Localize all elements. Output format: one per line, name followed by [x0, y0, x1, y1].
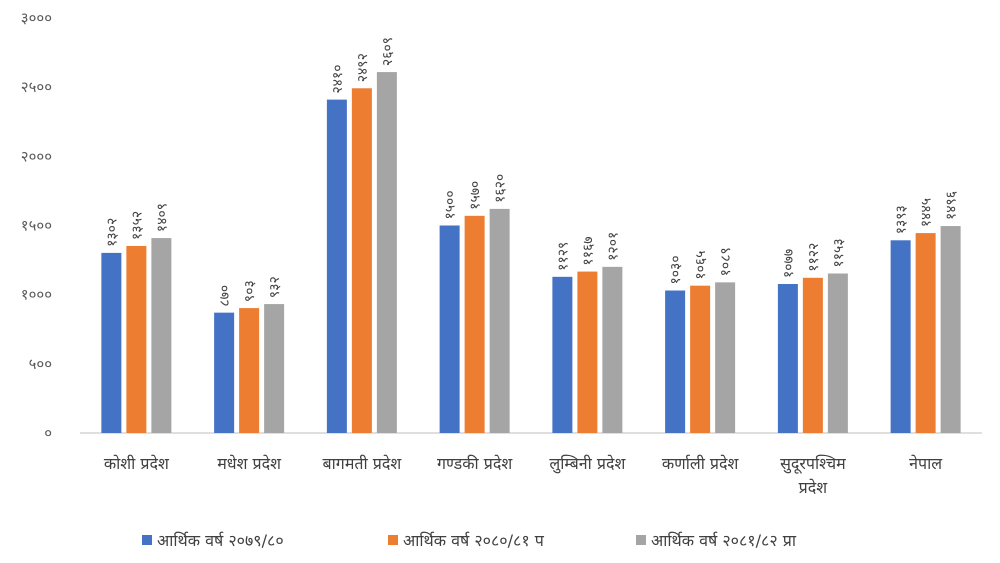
data-label: १५७० [468, 181, 484, 210]
y-tick-label: १५०० [21, 217, 52, 235]
data-label: १६२० [493, 174, 509, 203]
bar [376, 72, 397, 434]
data-label: ९०३ [242, 280, 258, 302]
bar [264, 304, 285, 433]
bar [489, 208, 510, 433]
bar [777, 284, 798, 433]
legend-label: आर्थिक वर्ष २०७९/८० [157, 531, 284, 550]
data-label: ११२२ [806, 243, 822, 272]
data-label: १२०१ [605, 232, 621, 261]
data-label: २४१० [330, 64, 346, 93]
bar [126, 245, 147, 433]
data-label: ८७० [217, 285, 233, 307]
bar [151, 238, 172, 433]
x-tick-label: कोशी प्रदेश [104, 454, 170, 473]
y-tick-label: १००० [21, 286, 52, 304]
bar [890, 240, 911, 433]
bar [214, 312, 235, 433]
data-label: १४४५ [919, 198, 935, 227]
y-tick-label: ५०० [29, 355, 52, 373]
legend-swatch [142, 535, 152, 545]
data-label: ११५३ [831, 238, 847, 267]
data-label: १४९६ [944, 191, 960, 220]
data-label: १५०० [443, 190, 459, 219]
data-label: २६०९ [380, 37, 396, 66]
data-label: १०८९ [718, 247, 734, 276]
data-label: १४०९ [154, 203, 170, 232]
bar [552, 276, 573, 433]
data-label: ९३२ [267, 276, 283, 298]
data-label: ११६७ [580, 236, 596, 265]
y-tick-label: ० [44, 424, 52, 442]
x-axis-labels: कोशी प्रदेश मधेश प्रदेश बागमती प्रदेश गण्डक… [104, 454, 943, 497]
data-label: १०७७ [781, 249, 797, 278]
data-label: २४९२ [355, 53, 371, 82]
legend-label: आर्थिक वर्ष २०८१/८२ प्रा [651, 531, 797, 550]
legend-label: आर्थिक वर्ष २०८०/८१ प [403, 531, 545, 550]
x-tick-label: मधेश प्रदेश [217, 454, 282, 473]
data-label: १०३० [668, 255, 684, 284]
bar [464, 215, 485, 433]
bar [715, 282, 736, 433]
bar [827, 273, 848, 433]
bar [239, 308, 260, 433]
legend: आर्थिक वर्ष २०७९/८० आर्थिक वर्ष २०८०/८१ प… [142, 531, 797, 550]
x-tick-label: गण्डकी प्रदेश [437, 454, 513, 473]
bar [101, 252, 122, 433]
bar [940, 226, 961, 433]
data-labels: १३०२ १३५२ १४०९ ८७० ९०३ ९३२ २४१० २४९२ २६०९ १५०० १५७… [104, 37, 959, 307]
bar [915, 233, 936, 433]
bar [439, 225, 460, 433]
x-tick-label: लुम्बिनी प्रदेश [549, 454, 626, 474]
bar [351, 88, 372, 434]
y-tick-label: ३००० [21, 9, 52, 27]
x-tick-label: सुदूरपश्चिम [780, 454, 846, 474]
data-label: १३९३ [894, 205, 910, 234]
data-label: १३५२ [129, 211, 145, 240]
bar [326, 99, 347, 433]
x-tick-label: बागमती प्रदेश [323, 454, 403, 473]
y-tick-label: २००० [21, 147, 52, 165]
x-tick-label: कर्णाली प्रदेश [662, 454, 740, 473]
bars [101, 72, 961, 434]
data-label: ११२९ [555, 242, 571, 271]
data-label: १३०२ [104, 218, 120, 247]
bar [602, 266, 623, 433]
data-label: १०६५ [693, 251, 709, 280]
bar [577, 271, 598, 433]
y-axis: ० ५०० १००० १५०० २००० २५०० ३००० [21, 9, 52, 442]
bar [690, 285, 711, 433]
legend-swatch [636, 535, 646, 545]
y-tick-label: २५०० [21, 78, 52, 96]
legend-swatch [388, 535, 398, 545]
bar [665, 290, 686, 433]
bar [802, 277, 823, 433]
x-tick-label: नेपाल [909, 454, 943, 473]
x-tick-label: प्रदेश [799, 478, 829, 497]
